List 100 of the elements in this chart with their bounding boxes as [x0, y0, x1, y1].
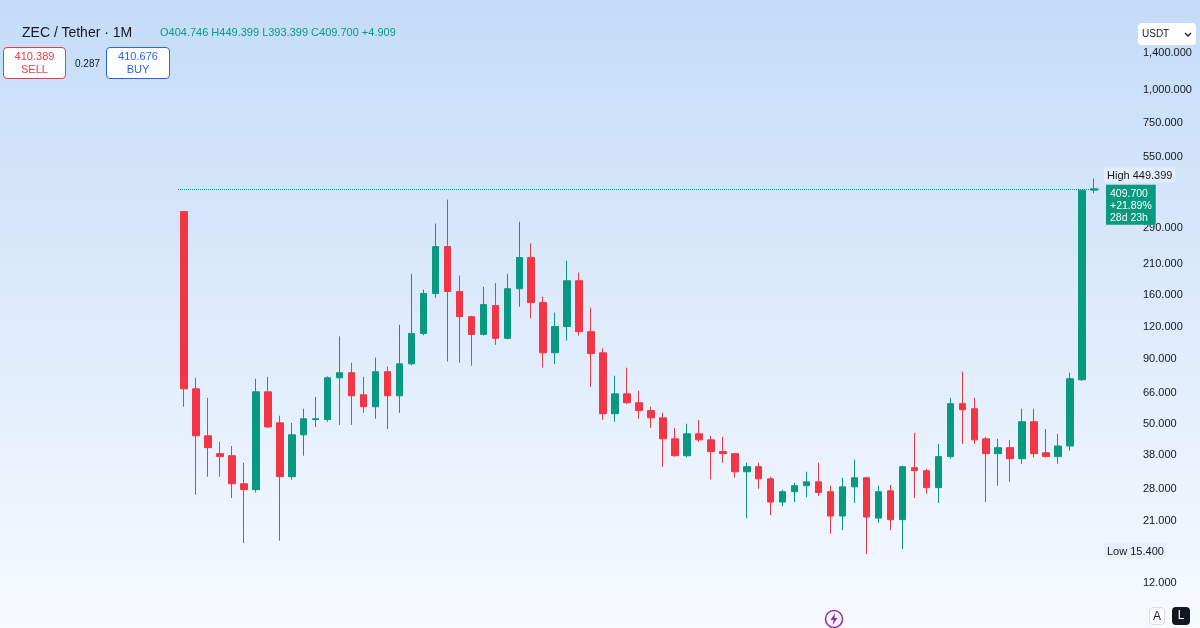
- candlestick: [851, 459, 858, 504]
- candlestick: [527, 242, 535, 319]
- text: 0.287: [75, 58, 101, 69]
- candlestick: [192, 377, 200, 496]
- candlestick: [935, 443, 942, 504]
- text: Low 15.400: [1107, 544, 1164, 557]
- candlestick: [599, 347, 607, 421]
- candlestick: [743, 462, 751, 519]
- sell-button: 410.389 SELL: [3, 47, 66, 79]
- y-tick-label: 550.000: [1143, 150, 1183, 163]
- candlestick: [420, 288, 427, 336]
- candlestick: [396, 324, 403, 414]
- y-tick-label: 120.000: [1143, 319, 1183, 332]
- candlestick: [408, 273, 415, 366]
- candlestick: [827, 485, 834, 535]
- candlestick: [863, 476, 870, 555]
- candlestick: [994, 438, 1002, 487]
- candlestick: [180, 211, 188, 408]
- y-tick-label: 750.000: [1143, 115, 1183, 128]
- candlestick: [911, 432, 918, 499]
- candlestick: [779, 489, 786, 507]
- y-tick-label: 12.000: [1143, 576, 1177, 588]
- text: High 449.399: [1107, 169, 1173, 182]
- candlestick: [707, 435, 715, 481]
- candlestick: [719, 436, 727, 464]
- candlestick: [276, 415, 284, 542]
- candlestick: [539, 296, 547, 369]
- candlestick: [240, 462, 248, 544]
- candlestick: [982, 436, 990, 503]
- chart-title: ZEC / Tether · 1M: [22, 24, 133, 40]
- text: O404.746 H449.399 L393.399 C409.700 +4.909: [160, 26, 396, 38]
- candlestick: [671, 427, 679, 458]
- candlestick: [1054, 433, 1062, 465]
- log-scale-button: L: [1172, 607, 1190, 625]
- candlestick: [456, 275, 463, 364]
- candlestick: [575, 272, 583, 336]
- currency-dropdown: USDT: [1138, 23, 1196, 45]
- candlestick: [516, 221, 523, 308]
- candlestick: [647, 406, 655, 429]
- candlestick: [755, 462, 762, 490]
- candlestick: [1006, 439, 1014, 483]
- candlestick: [563, 260, 571, 341]
- candlestick: [336, 335, 343, 426]
- candlestick: [791, 482, 798, 503]
- y-tick-label: 50.000: [1143, 417, 1177, 430]
- y-tick-label: 66.000: [1143, 386, 1177, 399]
- auto-scale-button: A: [1149, 607, 1165, 625]
- candlestick: [887, 484, 894, 531]
- candlestick: [971, 397, 978, 445]
- y-tick-label: 210.000: [1143, 257, 1183, 270]
- y-tick-label: 38.000: [1143, 447, 1177, 460]
- candlestick: [635, 390, 643, 420]
- candlestick: [899, 465, 906, 550]
- y-tick-label: 290.000: [1143, 221, 1183, 234]
- candlestick: [683, 423, 691, 459]
- candlestick: [611, 375, 619, 423]
- buy-button: 410.676 BUY: [106, 47, 170, 79]
- candlestick: [492, 282, 499, 346]
- candlestick: [444, 199, 451, 363]
- candlestick: [504, 273, 511, 340]
- candlestick: [875, 485, 882, 524]
- candlestick: [815, 462, 822, 497]
- candlestick: [480, 286, 487, 336]
- candlestick: [252, 378, 260, 494]
- candlestick: [324, 375, 331, 423]
- candlestick: [1042, 428, 1050, 459]
- candlestick: [731, 452, 739, 479]
- candlestick: [384, 366, 391, 430]
- y-tick-label: 21.000: [1143, 513, 1177, 526]
- candlestick: [695, 419, 703, 443]
- candlestick: [204, 397, 212, 478]
- candlestick: [300, 408, 307, 457]
- candlestick: [228, 445, 236, 499]
- ref-line-label: 409.700 +21.89% 28d 23h: [1110, 186, 1152, 223]
- y-tick-label: 160.000: [1143, 287, 1183, 300]
- candlestick: [587, 307, 595, 388]
- candlestick: [1018, 408, 1026, 465]
- y-tick-label: 1,000.000: [1143, 83, 1192, 96]
- candlestick: [360, 376, 367, 414]
- candlestick: [959, 371, 966, 445]
- candlestick: [923, 468, 930, 495]
- candlestick: [264, 376, 272, 429]
- candlestick: [659, 412, 667, 468]
- candlestick: [767, 476, 774, 516]
- candlestick: [947, 397, 954, 460]
- candlestick: [1030, 408, 1038, 459]
- candlestick: [623, 367, 631, 405]
- candlestick: [348, 362, 355, 426]
- candlestick: [432, 223, 439, 299]
- candlestick: [1066, 372, 1074, 452]
- y-tick-label: 28.000: [1143, 481, 1177, 494]
- candlestick: [839, 477, 846, 531]
- y-tick-label: 1,400.000: [1143, 46, 1192, 58]
- candlestick: [468, 315, 475, 367]
- y-tick-label: 90.000: [1143, 351, 1177, 364]
- candlestick: [288, 422, 296, 481]
- candlestick: [312, 396, 319, 428]
- candlestick: [551, 312, 559, 365]
- candlestick: [372, 357, 379, 420]
- candlestick: [803, 471, 810, 498]
